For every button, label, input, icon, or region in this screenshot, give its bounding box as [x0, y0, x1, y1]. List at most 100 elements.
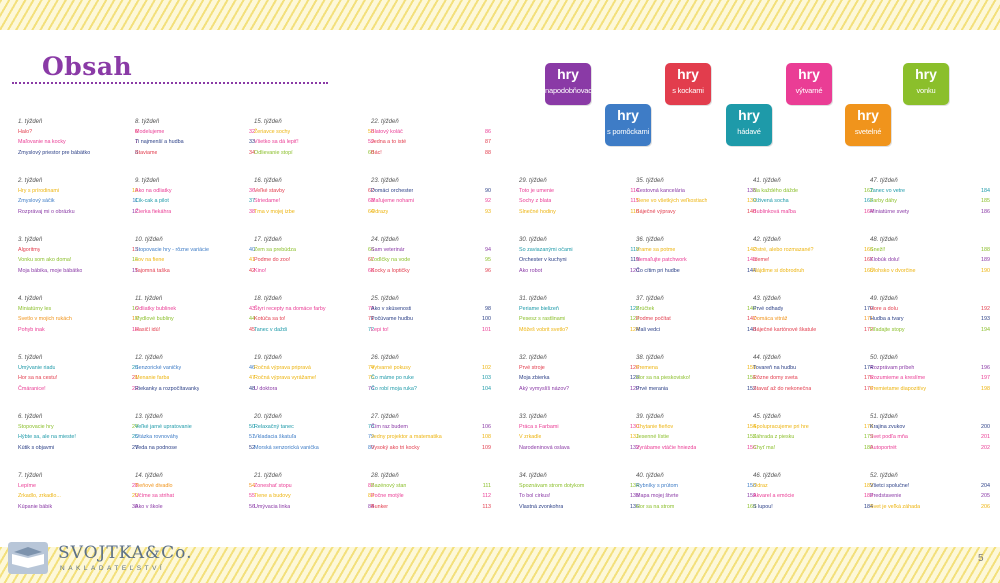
toc-entry[interactable]: Lepíme 28: [18, 481, 138, 491]
toc-entry[interactable]: Chyť ma! 180: [753, 443, 873, 453]
toc-entry[interactable]: Záhrada z piesku 179: [753, 432, 873, 442]
toc-entry[interactable]: Vyrábame vtáčie hniezda 156: [636, 443, 756, 453]
toc-entry[interactable]: Hor sa na pieskovisko! 151: [636, 373, 756, 383]
toc-entry[interactable]: Hýbte sa, ale na mieste! 25: [18, 432, 138, 442]
toc-entry[interactable]: Ako v skúsenosti 98: [371, 304, 491, 314]
toc-entry[interactable]: Algoritmy 13: [18, 245, 138, 255]
toc-entry[interactable]: Bác! 88: [371, 148, 491, 158]
toc-entry[interactable]: Prvé merania 152: [636, 384, 756, 394]
toc-entry[interactable]: Aký vymyslíš názov? 129: [519, 384, 639, 394]
toc-entry[interactable]: Kotúča sa to! 71: [254, 314, 374, 324]
toc-entry[interactable]: Miniatúrne svety 186: [870, 207, 990, 217]
toc-entry[interactable]: Lov na fiene 41: [135, 255, 255, 265]
toc-entry[interactable]: Ročná výprava vyrážame! 75: [254, 373, 374, 383]
toc-entry[interactable]: Miniatúrny les 16: [18, 304, 138, 314]
toc-entry[interactable]: Toto je umenie 114: [519, 186, 639, 196]
toc-entry[interactable]: Senzorické vaničky 46: [135, 363, 255, 373]
toc-entry[interactable]: Čím raz budem 106: [371, 422, 491, 432]
toc-entry[interactable]: Ako robot 120: [519, 266, 639, 276]
toc-entry[interactable]: Blatový koláč 86: [371, 127, 491, 137]
toc-entry[interactable]: Stopovacie hry 24: [18, 422, 138, 432]
toc-entry[interactable]: Menanie farba 47: [135, 373, 255, 383]
toc-entry[interactable]: Pohyb inak 18: [18, 325, 138, 335]
toc-entry[interactable]: Vytvarné pokusy 102: [371, 363, 491, 373]
toc-entry[interactable]: Práca s Farbami 130: [519, 422, 639, 432]
toc-entry[interactable]: Lepi to! 101: [371, 325, 491, 335]
toc-entry[interactable]: Bublinková maľba 164: [753, 207, 873, 217]
toc-entry[interactable]: Tovareň na hudbu 174: [753, 363, 873, 373]
toc-entry[interactable]: So zaviazanými očami 118: [519, 245, 639, 255]
toc-entry[interactable]: Podme do zoo! 67: [254, 255, 374, 265]
toc-entry[interactable]: Slnečné hodiny 116: [519, 207, 639, 217]
toc-entry[interactable]: Stopovacie hry - rôzne variácie 40: [135, 245, 255, 255]
toc-entry[interactable]: Staviame 34: [135, 148, 255, 158]
toc-entry[interactable]: To bol cirkus! 135: [519, 491, 639, 501]
toc-entry[interactable]: Morská senzorická vanička 80: [254, 443, 374, 453]
toc-entry[interactable]: Bazénový stan 111: [371, 481, 491, 491]
toc-entry[interactable]: Zrkadlo, zrkadlo... 29: [18, 491, 138, 501]
toc-entry[interactable]: Tieňové divadlo 54: [135, 481, 255, 491]
toc-entry[interactable]: Odlievanie stopí 60: [254, 148, 374, 158]
toc-entry[interactable]: Autoportrét 202: [870, 443, 990, 453]
toc-entry[interactable]: Premena 150: [636, 363, 756, 373]
toc-entry[interactable]: Hore a dolu 192: [870, 304, 990, 314]
toc-entry[interactable]: Umývanie riadu 20: [18, 363, 138, 373]
toc-entry[interactable]: Zmyslový priestor pre bábätko 8: [18, 148, 138, 158]
toc-entry[interactable]: Učíme sa strihať 55: [135, 491, 255, 501]
toc-entry[interactable]: Stavať až do nekonečna 176: [753, 384, 873, 394]
toc-entry[interactable]: Sochy z blata 115: [519, 196, 639, 206]
toc-entry[interactable]: Čmáranice! 22: [18, 384, 138, 394]
toc-entry[interactable]: Svetlo v mojich rukách 17: [18, 314, 138, 324]
toc-entry[interactable]: Hor sa na strom 160: [636, 502, 756, 512]
toc-entry[interactable]: Úlohsko v dvorčine 190: [870, 266, 990, 276]
toc-entry[interactable]: Nemaľujte patchwork 143: [636, 255, 756, 265]
toc-entry[interactable]: Domáci orchester 90: [371, 186, 491, 196]
toc-entry[interactable]: Sam veterinár 94: [371, 245, 491, 255]
toc-entry[interactable]: Počne motýle 112: [371, 491, 491, 501]
toc-entry[interactable]: Tajomná taška 42: [135, 266, 255, 276]
toc-entry[interactable]: Jedna a to isté 87: [371, 137, 491, 147]
toc-entry[interactable]: Mapa mojej štvrte 159: [636, 491, 756, 501]
toc-entry[interactable]: Premietame diapozitívy 198: [870, 384, 990, 394]
toc-entry[interactable]: Čo cítim pri hudbe 144: [636, 266, 756, 276]
toc-entry[interactable]: V zrkadle 131: [519, 432, 639, 442]
toc-entry[interactable]: Riekanky a rozpočítavanky 48: [135, 384, 255, 394]
toc-entry[interactable]: Počúvame hudbu 100: [371, 314, 491, 324]
toc-entry[interactable]: Všetci spolučne! 204: [870, 481, 990, 491]
toc-entry[interactable]: Kino! 68: [254, 266, 374, 276]
toc-entry[interactable]: Rozprávaj mi o obrázku 12: [18, 207, 138, 217]
toc-entry[interactable]: Hasičí idú! 45: [135, 325, 255, 335]
toc-entry[interactable]: Domáca vitráž 171: [753, 314, 873, 324]
toc-entry[interactable]: Ideme! 167: [753, 255, 873, 265]
toc-entry[interactable]: Relaxačný tanec 78: [254, 422, 374, 432]
toc-entry[interactable]: Rôzne domy sveta 175: [753, 373, 873, 383]
toc-entry[interactable]: Čierka fiekáhra 38: [135, 207, 255, 217]
toc-entry[interactable]: Tanec vo vetre 184: [870, 186, 990, 196]
toc-entry[interactable]: Tanec v daždi 72: [254, 325, 374, 335]
toc-entry[interactable]: Hľadajte stopy 194: [870, 325, 990, 335]
toc-entry[interactable]: Mydlové bubliny 44: [135, 314, 255, 324]
toc-entry[interactable]: Hry s prírodinami 10: [18, 186, 138, 196]
toc-entry[interactable]: Veda na podnose 52: [135, 443, 255, 453]
toc-entry[interactable]: Môžeš vobrit svetlo? 124: [519, 325, 639, 335]
toc-entry[interactable]: Vonku som ako doma! 14: [18, 255, 138, 265]
toc-entry[interactable]: Báječné výpravy 140: [636, 207, 756, 217]
toc-entry[interactable]: Sneží! 188: [870, 245, 990, 255]
toc-entry[interactable]: Jesenné lístie 155: [636, 432, 756, 442]
toc-entry[interactable]: Čo robí moja ruka? 104: [371, 384, 491, 394]
toc-entry[interactable]: Akvarel a emócie 183: [753, 491, 873, 501]
toc-entry[interactable]: Tma v mojej izbe 64: [254, 207, 374, 217]
toc-entry[interactable]: Chytanie fieňov 154: [636, 422, 756, 432]
toc-entry[interactable]: Vkladacia škatuľa 79: [254, 432, 374, 442]
toc-entry[interactable]: Orchester v kuchyni 119: [519, 255, 639, 265]
toc-entry[interactable]: Čo máme po ruke 103: [371, 373, 491, 383]
toc-entry[interactable]: Jedny projektor a matematika 108: [371, 432, 491, 442]
toc-entry[interactable]: Oživená socha 163: [753, 196, 873, 206]
toc-entry[interactable]: Prvé odhady 170: [753, 304, 873, 314]
toc-entry[interactable]: Mali vedci 148: [636, 325, 756, 335]
toc-entry[interactable]: Rybníky s prútom 158: [636, 481, 756, 491]
toc-entry[interactable]: Ročná výprava pripravá 74: [254, 363, 374, 373]
toc-entry[interactable]: Odliatky bublinek 43: [135, 304, 255, 314]
toc-entry[interactable]: Maľujeme nohami 92: [371, 196, 491, 206]
toc-entry[interactable]: Ostré, alebo rozmazané? 166: [753, 245, 873, 255]
